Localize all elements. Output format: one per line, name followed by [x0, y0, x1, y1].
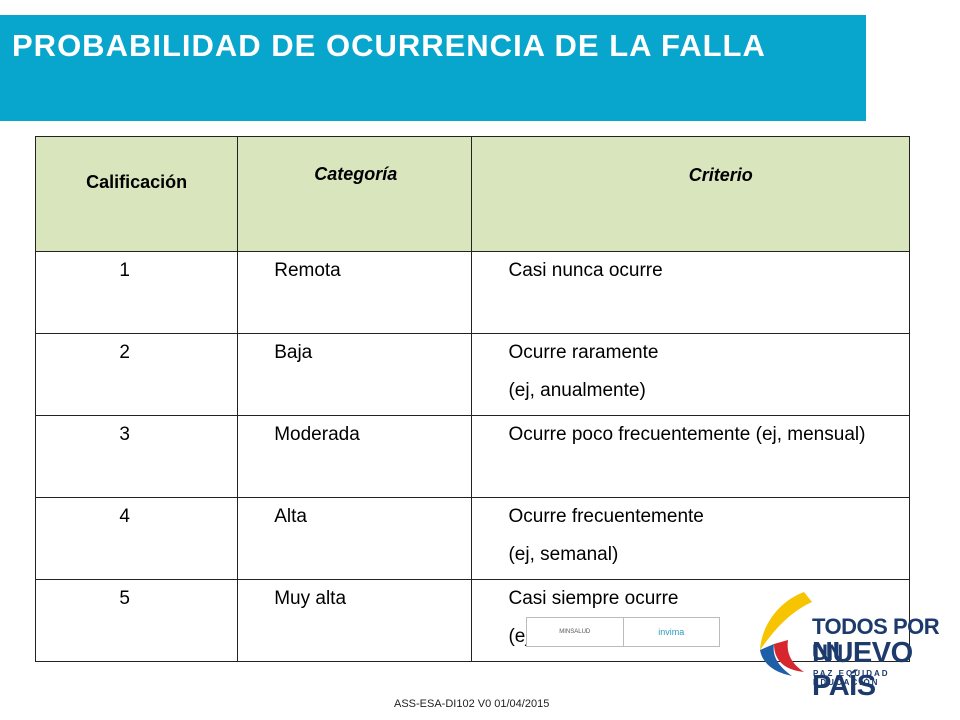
gov-logo-line3: PAZ EQUIDAD EDUCACIÓN: [813, 669, 890, 687]
footer-doc-code: ASS-ESA-DI102 V0 01/04/2015: [394, 698, 550, 710]
score-cell: 1: [34, 251, 239, 334]
category-cell: Remota: [237, 251, 473, 334]
criterion-line: Casi siempre ocurre: [508, 588, 679, 609]
category-cell: Moderada: [237, 415, 473, 498]
criterion-line: Ocurre raramente: [508, 342, 659, 363]
criterion-cell: Casi nunca ocurre: [471, 251, 910, 334]
score-cell: 3: [34, 415, 239, 498]
table-row: 3 Moderada Ocurre poco frecuentemente (e…: [34, 415, 910, 498]
header-calificacion: Calificación: [34, 136, 239, 252]
probability-table: Calificación Categoría Criterio 1 Remota…: [34, 136, 910, 662]
criterion-line: Casi nunca ocurre: [508, 260, 663, 281]
criterion-cell: Ocurre raramente (ej, anualmente): [471, 333, 910, 416]
criterion-line: Ocurre poco frecuentemente (ej, mensual): [508, 424, 866, 445]
gov-swoosh-logo: [760, 592, 812, 676]
criterion-cell: Ocurre poco frecuentemente (ej, mensual): [471, 415, 910, 498]
score-cell: 4: [34, 497, 239, 580]
title-banner: [0, 15, 866, 121]
category-cell: Baja: [237, 333, 473, 416]
invima-logo: invima: [622, 618, 720, 646]
category-cell: Alta: [237, 497, 473, 580]
minsalud-logo: MINSALUD: [559, 629, 591, 635]
criterion-cell: Ocurre frecuentemente (ej, semanal): [471, 497, 910, 580]
criterion-line: (ej, semanal): [508, 544, 619, 565]
gov-logo-line2: NUEVO PAÍS: [812, 637, 913, 702]
category-cell: Muy alta: [237, 579, 473, 662]
table-row: 4 Alta Ocurre frecuentemente (ej, semana…: [34, 497, 910, 580]
header-criterio: Criterio: [471, 136, 910, 252]
table-row: 1 Remota Casi nunca ocurre: [34, 251, 910, 334]
partner-logo-strip: MINSALUD invima: [526, 617, 720, 647]
header-categoria: Categoría: [237, 136, 473, 252]
slide-title: PROBABILIDAD DE OCURRENCIA DE LA FALLA: [12, 28, 766, 63]
criterion-line: Ocurre frecuentemente: [508, 506, 704, 527]
table-row: 2 Baja Ocurre raramente (ej, anualmente): [34, 333, 910, 416]
criterion-line: (ej, anualmente): [508, 380, 646, 401]
gov-logo-line1: TODOS POR UN: [812, 614, 940, 665]
score-cell: 5: [34, 579, 239, 662]
table-header-row: Calificación Categoría Criterio: [34, 136, 910, 252]
score-cell: 2: [34, 333, 239, 416]
